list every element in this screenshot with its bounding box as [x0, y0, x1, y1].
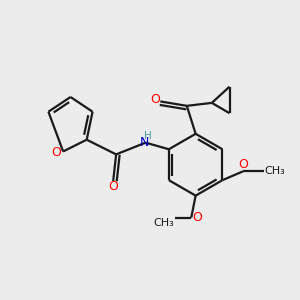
Text: O: O: [51, 146, 61, 159]
Text: O: O: [150, 93, 160, 106]
Text: O: O: [238, 158, 248, 171]
Text: CH₃: CH₃: [264, 166, 285, 176]
Text: O: O: [192, 211, 202, 224]
Text: H: H: [144, 131, 152, 141]
Text: CH₃: CH₃: [154, 218, 174, 228]
Text: O: O: [108, 180, 118, 193]
Text: N: N: [140, 136, 149, 149]
